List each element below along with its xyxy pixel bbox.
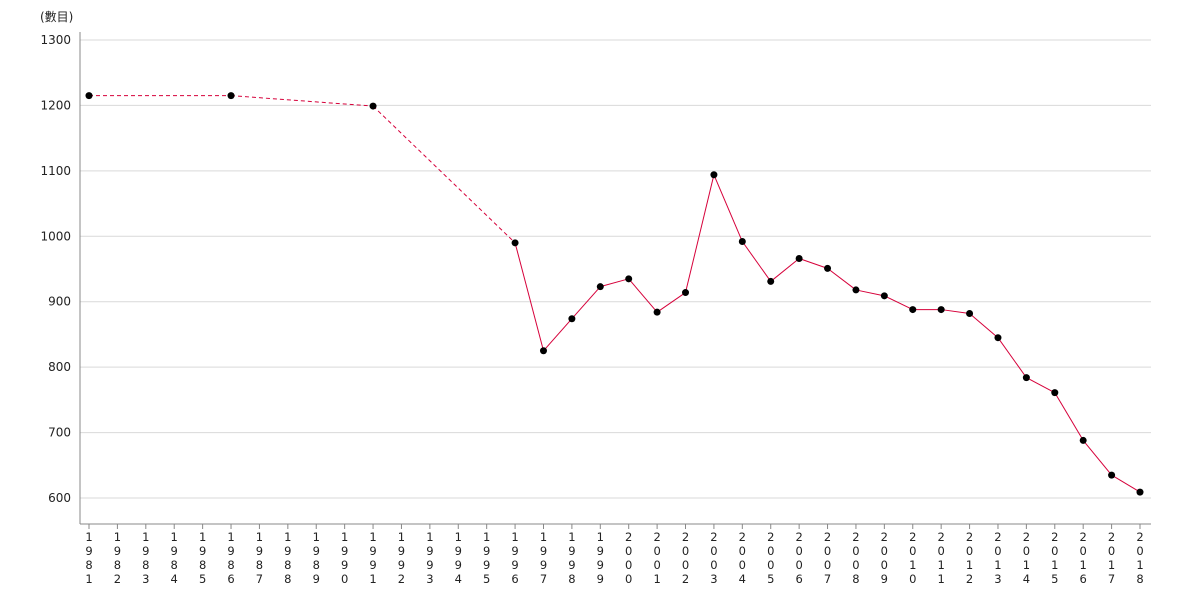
series-line-segment <box>741 241 772 282</box>
series-line-segment <box>713 174 743 242</box>
series-line-segment <box>571 286 601 320</box>
series-line-segment <box>798 258 828 269</box>
series-line-segment <box>941 309 970 314</box>
data-point <box>909 306 917 314</box>
data-point <box>824 264 832 272</box>
series-line-segment <box>600 278 629 288</box>
data-point <box>539 347 547 355</box>
y-tick-label: 1000 <box>40 229 71 243</box>
series-line-segment <box>855 289 885 297</box>
series-line-segment <box>969 313 999 339</box>
data-point <box>767 277 775 285</box>
data-point <box>1022 374 1030 382</box>
series-line-segment <box>1026 377 1056 394</box>
series-line-segment <box>1082 440 1112 476</box>
data-point <box>710 171 718 179</box>
data-point <box>852 286 860 294</box>
y-tick-label: 800 <box>48 360 71 374</box>
data-point <box>625 275 633 283</box>
data-point <box>1051 389 1059 397</box>
series-line-segment <box>884 295 913 311</box>
data-point <box>994 334 1002 342</box>
data-point <box>937 306 945 314</box>
series-line-segment <box>770 258 800 282</box>
y-tick-label: 1200 <box>40 98 71 112</box>
y-tick-label: 700 <box>48 426 71 440</box>
series-line-segment <box>230 95 374 107</box>
data-point <box>511 239 519 247</box>
series-line-segment <box>372 105 516 244</box>
series-line-segment <box>628 278 658 313</box>
series-line-segment <box>656 292 686 313</box>
y-tick-label: 1100 <box>40 164 71 178</box>
data-point <box>653 308 661 316</box>
series-line-segment <box>1054 392 1084 441</box>
data-point <box>85 92 93 100</box>
data-point <box>795 255 803 263</box>
y-tick-label: 600 <box>48 491 71 505</box>
data-point <box>227 92 235 100</box>
y-tick-label: 1300 <box>40 33 71 47</box>
y-axis-label: (數目) <box>40 10 74 24</box>
data-point <box>738 238 746 246</box>
data-point <box>880 292 888 300</box>
data-point <box>682 289 690 297</box>
series-line-segment <box>543 318 573 352</box>
data-point <box>596 283 604 291</box>
y-tick-label: 900 <box>48 295 71 309</box>
data-point <box>1136 488 1144 496</box>
series-line-segment <box>514 242 544 351</box>
data-point <box>1079 436 1087 444</box>
series-line-segment <box>685 174 715 293</box>
series-line-segment <box>1111 474 1141 493</box>
data-point <box>369 102 377 110</box>
data-point <box>568 315 576 323</box>
data-point <box>1108 471 1116 479</box>
series-line-segment <box>997 337 1027 378</box>
series-line-segment <box>827 267 857 291</box>
data-point <box>966 309 974 317</box>
